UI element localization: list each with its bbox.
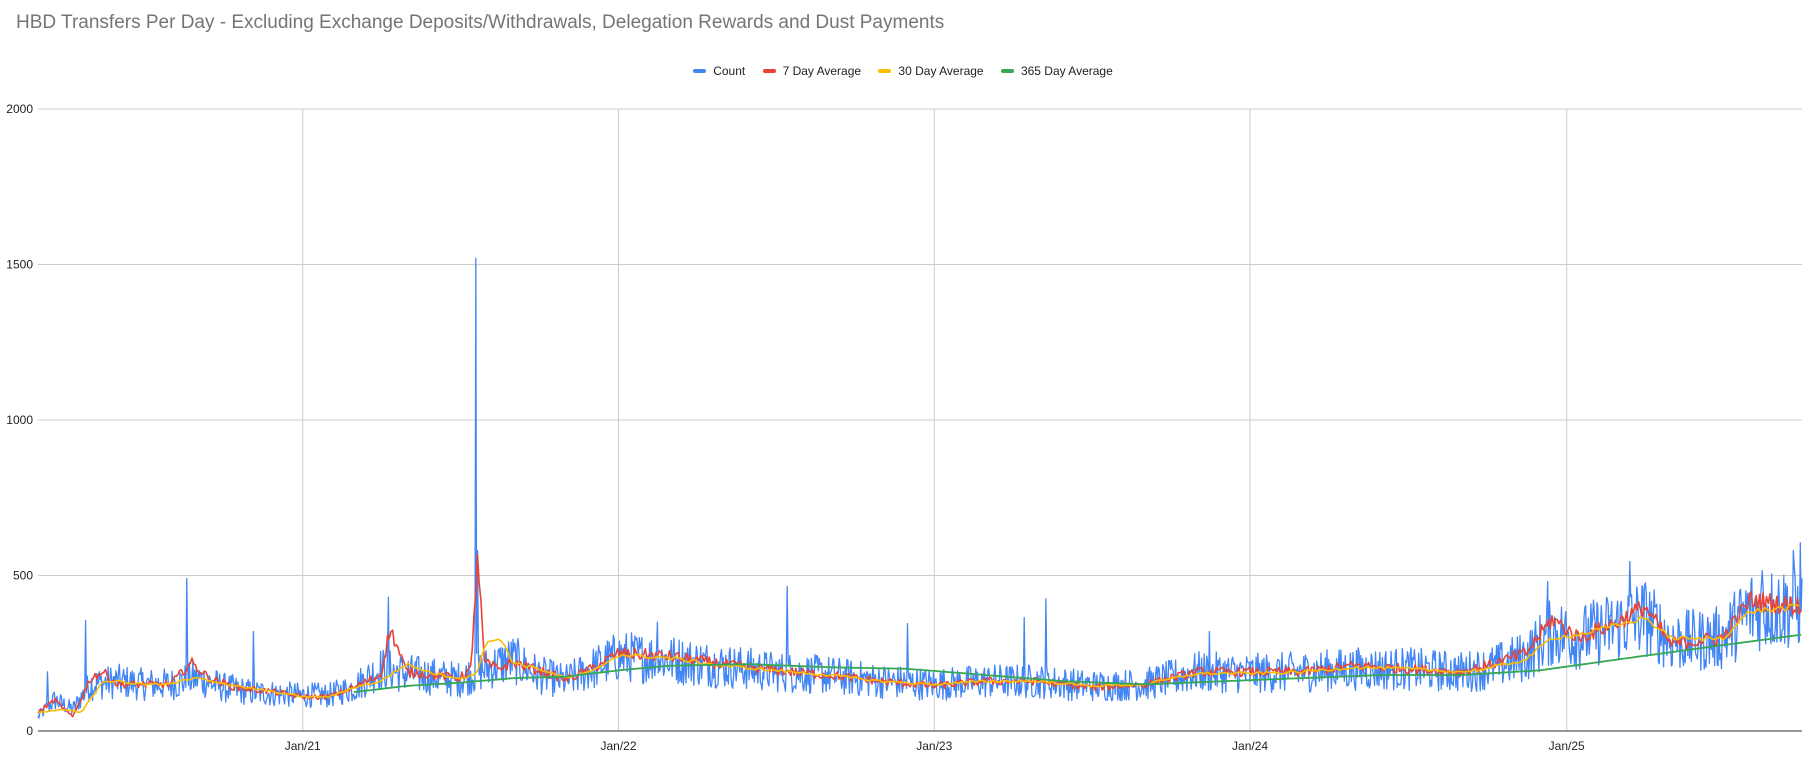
y-tick-label-500: 500 bbox=[13, 569, 33, 583]
x-tick-label-Jan-24: Jan/24 bbox=[1232, 739, 1268, 753]
legend: Count 7 Day Average 30 Day Average 365 D… bbox=[0, 62, 1806, 78]
legend-item-7-day-average: 7 Day Average bbox=[762, 64, 862, 78]
series-line-365-day-average bbox=[353, 633, 1802, 693]
legend-item-365-day-average: 365 Day Average bbox=[1000, 64, 1113, 78]
legend-swatch-365-day-average bbox=[1000, 69, 1014, 73]
legend-label-count: Count bbox=[713, 64, 746, 78]
legend-item-count: Count bbox=[693, 64, 745, 78]
x-tick-label-Jan-22: Jan/22 bbox=[600, 739, 636, 753]
legend-label-7-day-average: 7 Day Average bbox=[782, 64, 862, 78]
legend-swatch-30-day-average bbox=[878, 69, 892, 73]
y-tick-label-0: 0 bbox=[26, 724, 33, 738]
legend-swatch-7-day-average bbox=[762, 69, 776, 73]
y-tick-label-2000: 2000 bbox=[6, 102, 33, 116]
legend-swatch-count bbox=[693, 69, 707, 73]
x-tick-label-Jan-21: Jan/21 bbox=[285, 739, 321, 753]
series-line-7-day-average bbox=[37, 553, 1802, 718]
legend-item-30-day-average: 30 Day Average bbox=[878, 64, 984, 78]
x-tick-label-Jan-23: Jan/23 bbox=[916, 739, 952, 753]
chart-title: HBD Transfers Per Day - Excluding Exchan… bbox=[16, 12, 945, 33]
series-line-30-day-average bbox=[37, 603, 1800, 714]
y-tick-label-1500: 1500 bbox=[6, 258, 33, 272]
y-tick-label-1000: 1000 bbox=[6, 413, 33, 427]
legend-label-30-day-average: 30 Day Average bbox=[898, 64, 984, 78]
legend-label-365-day-average: 365 Day Average bbox=[1020, 64, 1113, 78]
x-tick-label-Jan-25: Jan/25 bbox=[1549, 739, 1585, 753]
